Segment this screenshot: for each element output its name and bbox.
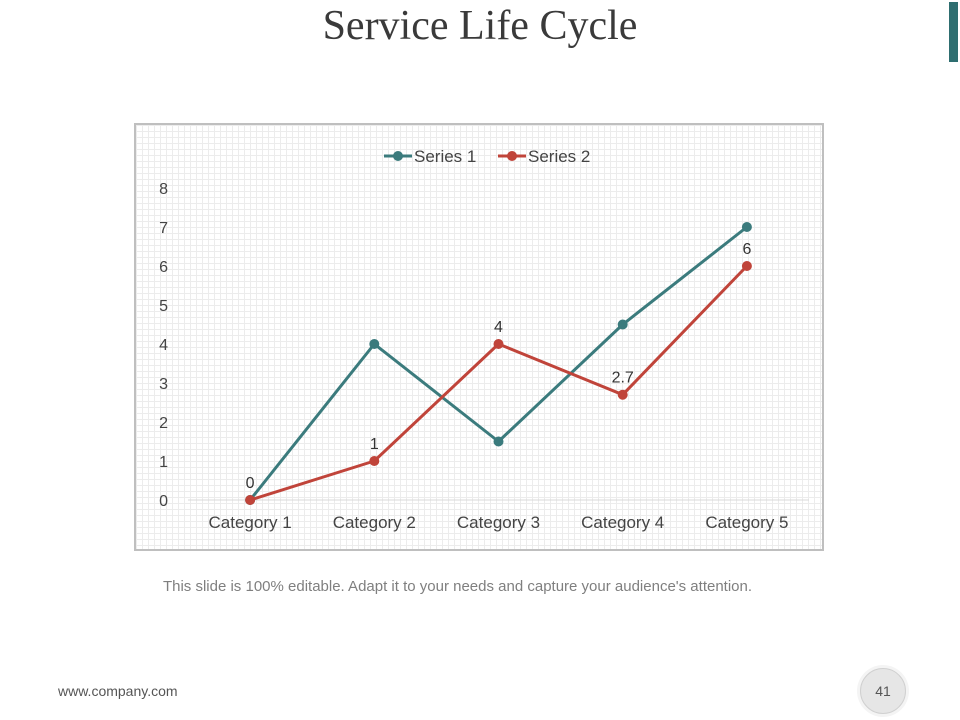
series-2-point [617, 389, 628, 400]
series-2-data-label: 1 [370, 436, 379, 453]
series-1-line [248, 225, 748, 501]
series-2-point [493, 339, 504, 349]
x-tick-label: Category 4 [581, 513, 664, 532]
legend-swatch-marker [393, 151, 403, 161]
series-1-point [741, 222, 752, 232]
accent-bar [949, 2, 958, 62]
x-tick-label: Category 5 [705, 513, 788, 532]
series-1-point [493, 436, 504, 447]
series-2-data-label: 6 [742, 241, 751, 258]
legend-entry: Series 1 [414, 147, 476, 166]
series-1-point [617, 319, 628, 330]
series-2-line [249, 264, 748, 502]
page-number-badge: 41 [860, 668, 906, 714]
y-tick-label: 8 [159, 181, 168, 198]
y-tick-label: 6 [159, 259, 168, 276]
legend-swatch-marker [507, 151, 517, 161]
y-tick-label: 5 [159, 298, 168, 315]
line-chart: 0 1 2 3 4 5 6 7 8 Category 1 Category 2 Category 3 C… [159, 147, 809, 532]
chart-frame: 0 1 2 3 4 5 6 7 8 Category 1 Category 2 Category 3 C… [134, 123, 824, 551]
series-2-point [369, 456, 380, 466]
series-2-point [245, 495, 256, 505]
series-2-data-label: 2.7 [612, 370, 634, 387]
slide-title: Service Life Cycle [322, 3, 638, 49]
y-tick-label: 1 [159, 454, 168, 471]
y-tick-label: 2 [159, 415, 168, 432]
x-tick-label: Category 3 [457, 513, 540, 532]
y-tick-label: 0 [159, 493, 168, 510]
x-tick-label: Category 1 [209, 513, 292, 532]
y-tick-label: 7 [159, 220, 168, 237]
series-2-data-label: 4 [494, 319, 503, 336]
series-2-data-label: 0 [246, 475, 255, 492]
y-tick-label: 3 [159, 376, 168, 393]
series-2-point [741, 261, 752, 271]
footer-url[interactable]: www.company.com [58, 683, 178, 699]
legend-entry: Series 2 [528, 147, 590, 166]
y-tick-label: 4 [159, 337, 168, 354]
slide-caption: This slide is 100% editable. Adapt it to… [162, 578, 753, 595]
series-1-point [369, 339, 380, 349]
x-tick-label: Category 2 [333, 513, 416, 532]
